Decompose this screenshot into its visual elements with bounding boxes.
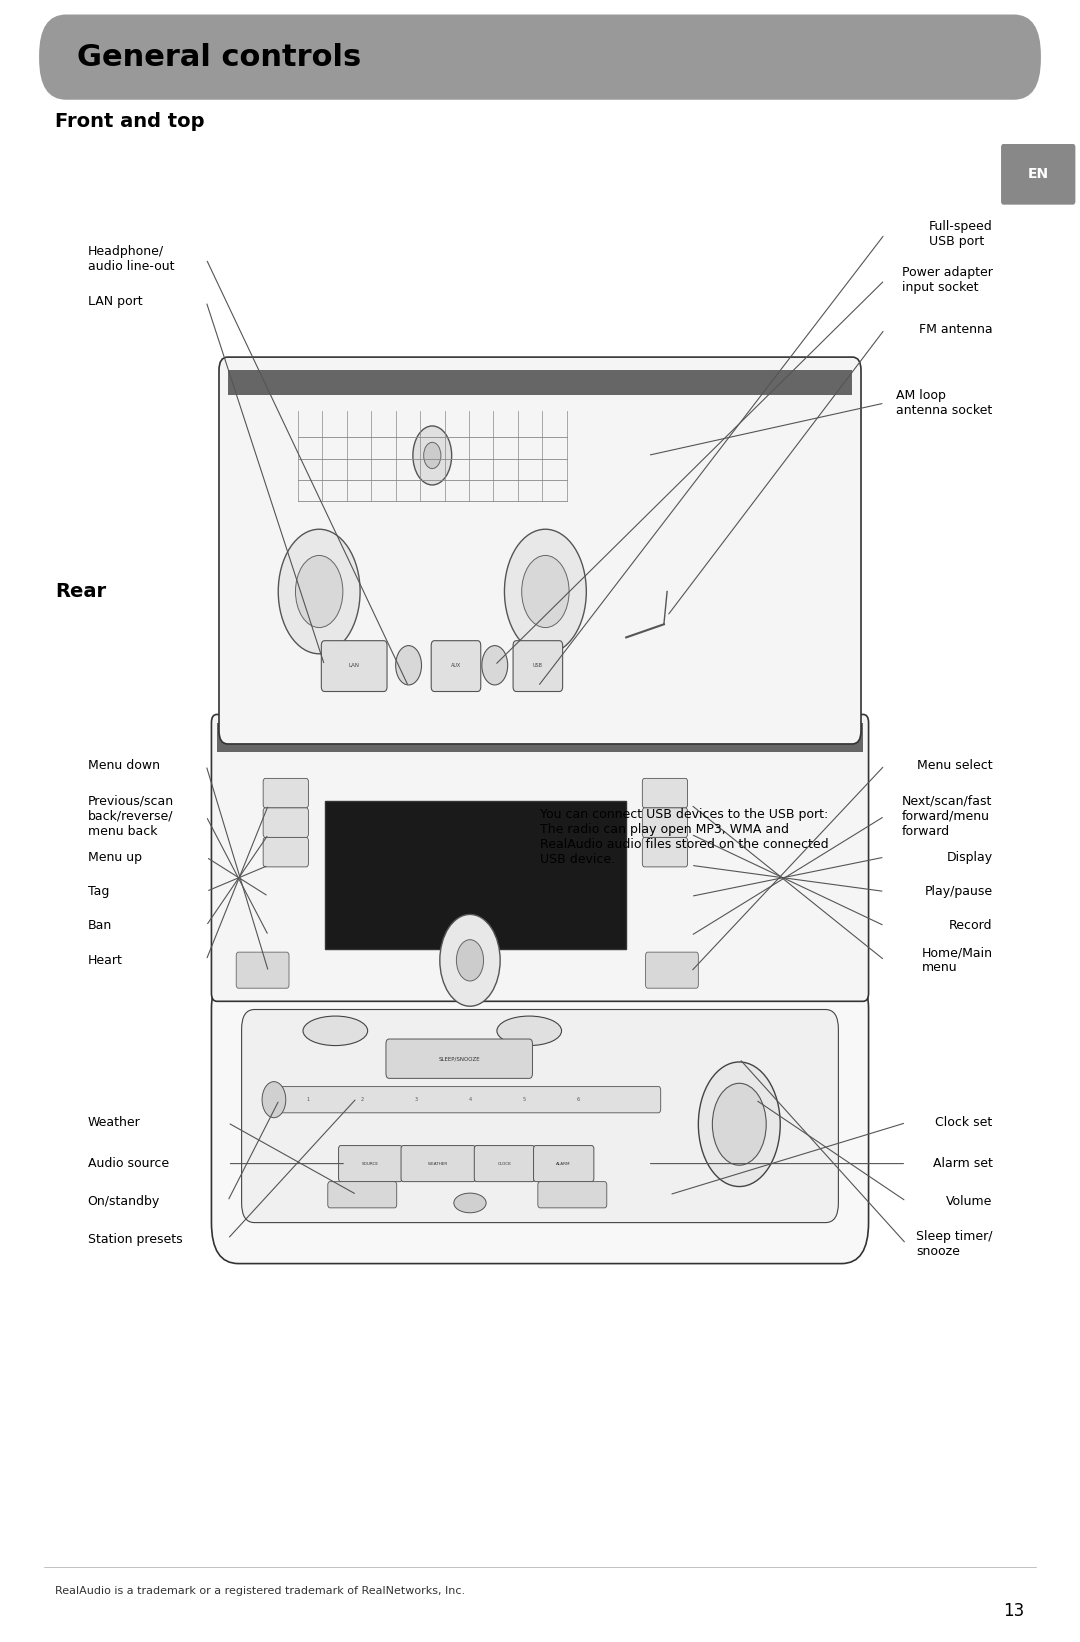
FancyBboxPatch shape: [401, 1146, 475, 1182]
Text: Power adapter
input socket: Power adapter input socket: [902, 266, 993, 294]
Circle shape: [457, 939, 484, 980]
FancyBboxPatch shape: [534, 1146, 594, 1182]
Circle shape: [482, 645, 508, 685]
Text: On/standby: On/standby: [87, 1195, 160, 1209]
Text: 6: 6: [576, 1097, 579, 1102]
Text: Weather: Weather: [87, 1117, 140, 1130]
FancyBboxPatch shape: [643, 837, 688, 867]
Text: Menu up: Menu up: [87, 851, 141, 864]
Text: RealAudio is a trademark or a registered trademark of RealNetworks, Inc.: RealAudio is a trademark or a registered…: [55, 1586, 465, 1596]
FancyBboxPatch shape: [237, 952, 289, 988]
FancyBboxPatch shape: [338, 1146, 402, 1182]
FancyBboxPatch shape: [646, 952, 699, 988]
Text: SOURCE: SOURCE: [362, 1161, 379, 1166]
FancyBboxPatch shape: [280, 1087, 661, 1113]
FancyBboxPatch shape: [242, 1010, 838, 1223]
FancyBboxPatch shape: [322, 640, 387, 691]
Text: 4: 4: [469, 1097, 472, 1102]
Text: Front and top: Front and top: [55, 112, 205, 131]
Text: Full-speed
USB port: Full-speed USB port: [929, 220, 993, 248]
Text: Play/pause: Play/pause: [924, 885, 993, 898]
Text: 5: 5: [523, 1097, 525, 1102]
Circle shape: [262, 1082, 286, 1118]
FancyBboxPatch shape: [431, 640, 481, 691]
FancyBboxPatch shape: [212, 969, 868, 1264]
Text: AUX: AUX: [450, 663, 461, 668]
Bar: [325, 801, 626, 949]
Text: Audio source: Audio source: [87, 1158, 168, 1171]
Text: 13: 13: [1003, 1603, 1025, 1621]
Text: WEATHER: WEATHER: [428, 1161, 448, 1166]
Text: Headphone/
audio line-out: Headphone/ audio line-out: [87, 245, 174, 273]
Circle shape: [440, 915, 500, 1007]
FancyBboxPatch shape: [264, 808, 309, 837]
Text: Station presets: Station presets: [87, 1233, 183, 1246]
Text: CLOCK: CLOCK: [498, 1161, 511, 1166]
Text: LAN port: LAN port: [87, 296, 143, 307]
Text: EN: EN: [1028, 166, 1050, 181]
Text: Menu select: Menu select: [917, 759, 993, 772]
Ellipse shape: [497, 1016, 562, 1046]
Text: 2: 2: [361, 1097, 364, 1102]
FancyBboxPatch shape: [1001, 144, 1076, 205]
Circle shape: [423, 442, 441, 468]
FancyBboxPatch shape: [219, 356, 861, 744]
FancyBboxPatch shape: [474, 1146, 535, 1182]
Circle shape: [504, 529, 586, 654]
Text: ALARM: ALARM: [556, 1161, 571, 1166]
Bar: [217, 722, 863, 752]
Text: Ban: Ban: [87, 920, 112, 933]
Text: FM antenna: FM antenna: [919, 323, 993, 335]
Text: Tag: Tag: [87, 885, 109, 898]
Circle shape: [296, 555, 342, 627]
Text: Sleep timer/
snooze: Sleep timer/ snooze: [916, 1230, 993, 1258]
Text: Previous/scan
back/reverse/
menu back: Previous/scan back/reverse/ menu back: [87, 795, 174, 837]
Circle shape: [522, 555, 569, 627]
FancyBboxPatch shape: [643, 808, 688, 837]
Ellipse shape: [303, 1016, 367, 1046]
FancyBboxPatch shape: [328, 1182, 396, 1209]
FancyBboxPatch shape: [264, 778, 309, 808]
Circle shape: [413, 425, 451, 484]
FancyBboxPatch shape: [643, 778, 688, 808]
FancyBboxPatch shape: [264, 837, 309, 867]
Ellipse shape: [454, 1194, 486, 1213]
Text: Next/scan/fast
forward/menu
forward: Next/scan/fast forward/menu forward: [902, 795, 993, 837]
Text: LAN: LAN: [349, 663, 360, 668]
Bar: [228, 369, 852, 394]
Text: General controls: General controls: [77, 43, 361, 72]
Circle shape: [713, 1084, 766, 1166]
Text: Clock set: Clock set: [935, 1117, 993, 1130]
FancyBboxPatch shape: [538, 1182, 607, 1209]
Text: Record: Record: [949, 920, 993, 933]
FancyBboxPatch shape: [212, 714, 868, 1002]
Circle shape: [699, 1062, 780, 1187]
FancyBboxPatch shape: [386, 1039, 532, 1079]
Text: 1: 1: [307, 1097, 310, 1102]
Circle shape: [279, 529, 360, 654]
Text: Home/Main
menu: Home/Main menu: [921, 946, 993, 974]
Text: You can connect USB devices to the USB port:
The radio can play open MP3, WMA an: You can connect USB devices to the USB p…: [540, 808, 828, 865]
Text: Alarm set: Alarm set: [932, 1158, 993, 1171]
Text: Display: Display: [946, 851, 993, 864]
Text: Menu down: Menu down: [87, 759, 160, 772]
Text: AM loop
antenna socket: AM loop antenna socket: [896, 389, 993, 417]
Text: Volume: Volume: [946, 1195, 993, 1209]
Text: Heart: Heart: [87, 954, 122, 967]
Text: 3: 3: [415, 1097, 418, 1102]
Text: USB: USB: [532, 663, 543, 668]
FancyBboxPatch shape: [39, 15, 1041, 100]
Text: Rear: Rear: [55, 581, 106, 601]
Text: SLEEP/SNOOZE: SLEEP/SNOOZE: [438, 1056, 480, 1061]
FancyBboxPatch shape: [513, 640, 563, 691]
Circle shape: [395, 645, 421, 685]
